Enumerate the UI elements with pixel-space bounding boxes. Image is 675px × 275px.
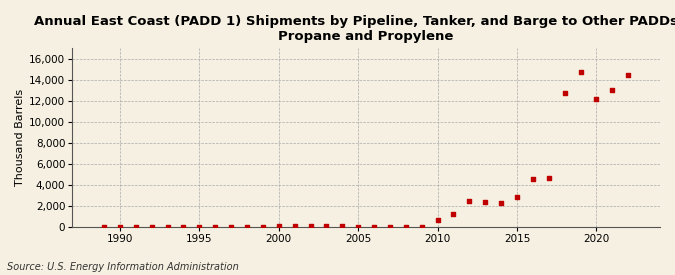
Point bbox=[369, 224, 379, 229]
Point bbox=[512, 195, 522, 199]
Point bbox=[130, 224, 141, 229]
Point bbox=[178, 224, 189, 229]
Point bbox=[591, 97, 602, 101]
Point bbox=[225, 224, 236, 229]
Point bbox=[528, 177, 539, 182]
Title: Annual East Coast (PADD 1) Shipments by Pipeline, Tanker, and Barge to Other PAD: Annual East Coast (PADD 1) Shipments by … bbox=[34, 15, 675, 43]
Point bbox=[146, 224, 157, 229]
Point bbox=[575, 70, 586, 75]
Point bbox=[623, 72, 634, 77]
Point bbox=[464, 199, 475, 204]
Y-axis label: Thousand Barrels: Thousand Barrels bbox=[15, 89, 25, 186]
Point bbox=[560, 91, 570, 96]
Point bbox=[432, 218, 443, 222]
Point bbox=[480, 200, 491, 205]
Point bbox=[321, 224, 332, 228]
Point bbox=[305, 223, 316, 228]
Point bbox=[194, 224, 205, 229]
Point bbox=[273, 224, 284, 228]
Point bbox=[99, 224, 109, 229]
Point bbox=[289, 224, 300, 228]
Point bbox=[448, 212, 459, 216]
Point bbox=[210, 224, 221, 229]
Point bbox=[353, 224, 364, 229]
Point bbox=[257, 224, 268, 229]
Point bbox=[416, 224, 427, 229]
Point bbox=[543, 176, 554, 180]
Point bbox=[115, 224, 126, 229]
Point bbox=[400, 224, 411, 229]
Point bbox=[162, 224, 173, 229]
Point bbox=[385, 224, 396, 229]
Point bbox=[242, 224, 252, 229]
Point bbox=[607, 88, 618, 92]
Point bbox=[495, 201, 506, 206]
Point bbox=[337, 224, 348, 228]
Text: Source: U.S. Energy Information Administration: Source: U.S. Energy Information Administ… bbox=[7, 262, 238, 272]
